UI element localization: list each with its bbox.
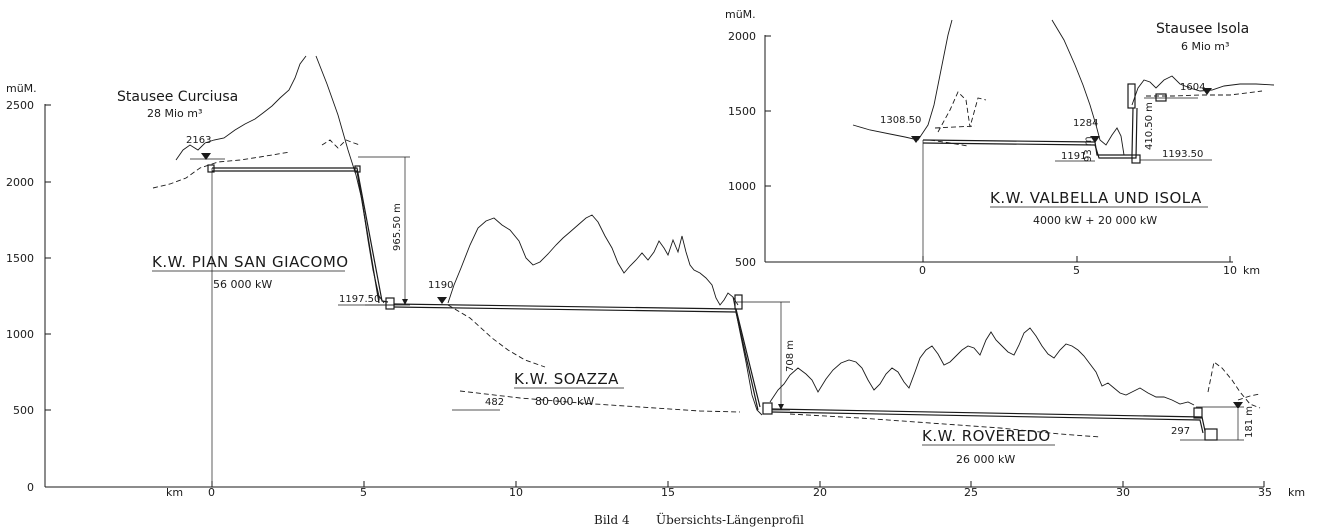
level-label: 482 bbox=[485, 397, 504, 408]
main-y-tick: 0 bbox=[27, 481, 34, 494]
inset-pipeline bbox=[922, 83, 1167, 164]
valley-floor-soazza bbox=[447, 304, 546, 368]
water-level-marker bbox=[437, 297, 447, 304]
head-label-soazza: 708 m bbox=[785, 340, 796, 372]
inset-y-tick: 2000 bbox=[728, 30, 756, 43]
inset-x-tick: 5 bbox=[1073, 264, 1080, 277]
main-axes bbox=[44, 104, 1265, 488]
inset-y-tick: 1500 bbox=[728, 105, 756, 118]
inset-terrain-right bbox=[1051, 19, 1125, 156]
terrain-roveredo-ridge bbox=[769, 327, 1195, 406]
inset-x-tick: 0 bbox=[919, 264, 926, 277]
head-label: 93 m bbox=[1083, 136, 1094, 162]
level-label: 1308.50 bbox=[880, 115, 921, 126]
level-label: 1604 bbox=[1180, 82, 1205, 93]
main-x-unit: km bbox=[1288, 486, 1305, 499]
main-y-tick-labels: 2500 2000 1500 1000 500 0 bbox=[6, 99, 34, 494]
plant-roveredo-power: 26 000 kW bbox=[956, 453, 1015, 466]
plant-soazza-name: K.W. SOAZZA bbox=[514, 370, 619, 388]
main-x-tick: 0 bbox=[208, 486, 215, 499]
head-label-pian: 965.50 m bbox=[392, 203, 403, 251]
level-label: 1284 bbox=[1073, 118, 1098, 129]
head-label: 410.50 m bbox=[1144, 102, 1155, 150]
reservoir-curciusa-volume: 28 Mio m³ bbox=[147, 107, 202, 120]
inset-dashed-lines bbox=[929, 91, 987, 147]
dashed-reservoir-outline bbox=[321, 139, 361, 149]
main-x-tick: 5 bbox=[360, 486, 367, 499]
main-x-tick: 10 bbox=[509, 486, 523, 499]
main-x-tick: 30 bbox=[1116, 486, 1130, 499]
main-y-tick: 2000 bbox=[6, 176, 34, 189]
water-level-marker bbox=[1233, 402, 1243, 409]
inset-x-unit: km bbox=[1243, 264, 1260, 277]
level-label: 297 bbox=[1171, 426, 1190, 437]
pipeline-soazza bbox=[393, 294, 773, 415]
terrain-soazza-ridge bbox=[447, 214, 739, 306]
main-y-tick: 500 bbox=[13, 404, 34, 417]
main-x-tick: 20 bbox=[813, 486, 827, 499]
terrain-curciusa bbox=[175, 55, 307, 161]
inset-axes bbox=[764, 35, 1233, 263]
dashed-roveredo-end bbox=[1207, 361, 1261, 409]
figure-number: Bild 4 bbox=[594, 513, 630, 527]
main-y-tick: 1500 bbox=[6, 252, 34, 265]
main-y-unit: müM. bbox=[6, 82, 37, 95]
head-dimension-roveredo bbox=[1196, 406, 1244, 441]
main-x-tick: 15 bbox=[661, 486, 675, 499]
water-level-marker bbox=[911, 136, 921, 143]
inset-y-unit: müM. bbox=[725, 8, 756, 21]
main-x-unit-left: km bbox=[166, 486, 183, 499]
valley-floor-roveredo bbox=[459, 390, 1101, 438]
head-dimension-soazza bbox=[737, 301, 790, 411]
level-label: 2163 bbox=[186, 135, 211, 146]
water-level-marker bbox=[201, 153, 211, 160]
reservoir-isola-name: Stausee Isola bbox=[1156, 21, 1249, 37]
water-level-marker bbox=[1090, 136, 1100, 143]
valley-floor-curciusa bbox=[152, 151, 291, 189]
main-x-tick: 25 bbox=[964, 486, 978, 499]
plant-valbella-isola-power: 4000 kW + 20 000 kW bbox=[1033, 214, 1157, 227]
level-label: 1197.50 bbox=[339, 294, 380, 305]
reservoir-curciusa-name: Stausee Curciusa bbox=[117, 89, 238, 105]
inset-y-tick: 1000 bbox=[728, 180, 756, 193]
plant-roveredo-name: K.W. ROVEREDO bbox=[922, 427, 1051, 445]
pipeline-pian-san-giacomo bbox=[207, 164, 395, 310]
plant-valbella-isola-name: K.W. VALBELLA UND ISOLA bbox=[990, 189, 1202, 207]
main-y-tick: 2500 bbox=[6, 99, 34, 112]
level-label: 1193.50 bbox=[1162, 149, 1203, 160]
water-level-marker bbox=[1202, 88, 1212, 95]
head-label-roveredo: 181 m bbox=[1244, 406, 1255, 438]
plant-pian-san-giacomo-power: 56 000 kW bbox=[213, 278, 272, 291]
inset-x-tick: 10 bbox=[1223, 264, 1237, 277]
inset-terrain-isola bbox=[1131, 75, 1275, 106]
main-x-tick-labels: km 0 5 10 15 20 25 30 35 km bbox=[166, 486, 1305, 499]
level-label: 1190 bbox=[428, 280, 453, 291]
plant-soazza-power: 80 000 kW bbox=[535, 395, 594, 408]
level-label: 1191 bbox=[1061, 151, 1086, 162]
main-x-tick: 35 bbox=[1258, 486, 1272, 499]
plant-pian-san-giacomo-name: K.W. PIAN SAN GIACOMO bbox=[152, 253, 349, 271]
inset-terrain-left bbox=[852, 19, 953, 141]
reservoir-isola-volume: 6 Mio m³ bbox=[1181, 40, 1229, 53]
inset-dashed-reservoir bbox=[1146, 90, 1263, 97]
inset-y-tick: 500 bbox=[735, 256, 756, 269]
figure-caption: Übersichts-Längenprofil bbox=[656, 511, 804, 527]
main-y-tick: 1000 bbox=[6, 328, 34, 341]
